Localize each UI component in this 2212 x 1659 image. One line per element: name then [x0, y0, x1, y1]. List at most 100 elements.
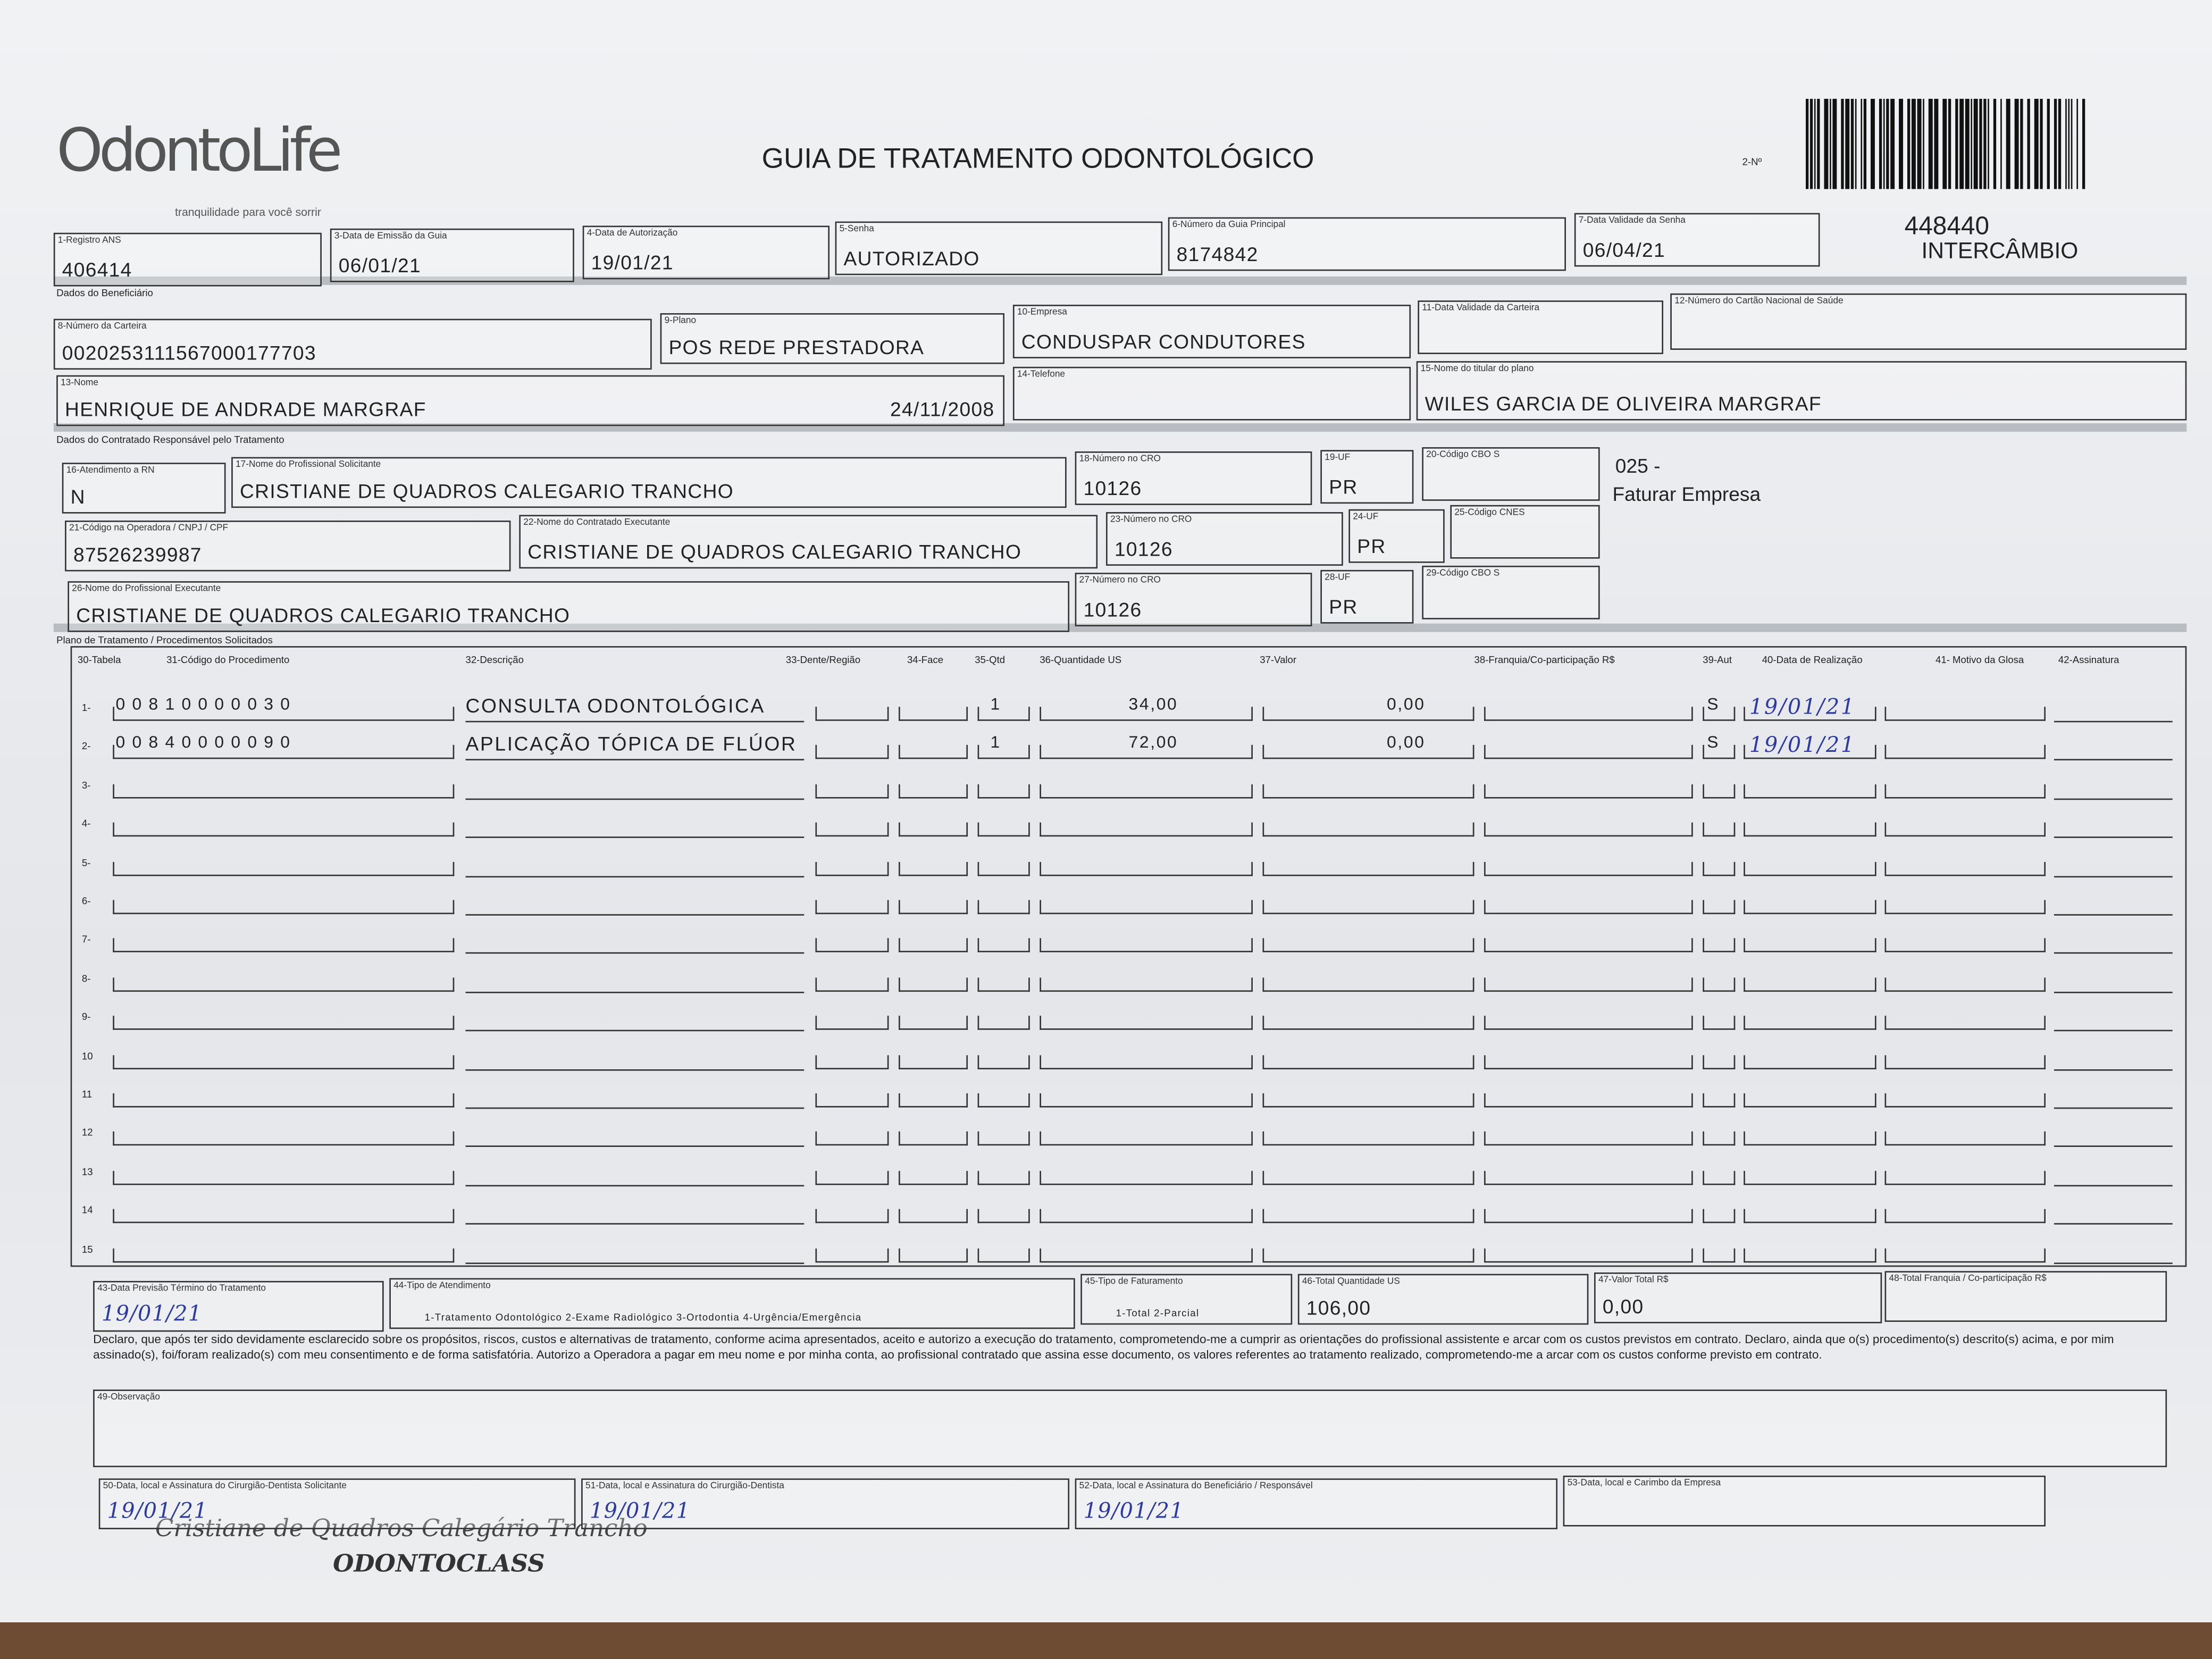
field: 46-Total Quantidade US 106,00: [1297, 1273, 1589, 1325]
cell-box: [1040, 977, 1253, 992]
cell-box: [1484, 1209, 1693, 1224]
barcode-bar: [1942, 98, 1947, 189]
cell-box: [899, 707, 968, 721]
field-value: 10126: [1083, 598, 1142, 621]
cell-box: [1884, 1016, 2046, 1030]
cell-line: [2054, 952, 2173, 954]
field-label: 46-Total Quantidade US: [1302, 1277, 1400, 1287]
field: 26-Nome do Profissional Executante CRISTI…: [68, 581, 1070, 632]
column-header: 41- Motivo da Glosa: [1936, 656, 2024, 666]
field: 43-Data Previsão Término do Tratamento 19…: [93, 1281, 384, 1332]
cell-box: [1040, 1247, 1253, 1262]
barcode-bar: [1814, 98, 1816, 189]
cell-box: [1884, 977, 2046, 992]
barcode-bar: [1907, 98, 1911, 189]
barcode-bar: [2014, 98, 2019, 189]
field: 4-Data de Autorização 19/01/21: [582, 225, 830, 280]
cell-box: [1262, 707, 1474, 721]
barcode-bar: [1979, 98, 1982, 189]
barcode-bar: [2068, 98, 2070, 189]
field-value: 19/01/21: [589, 1498, 691, 1524]
cell-line: [465, 798, 805, 800]
field-label: 26-Nome do Profissional Executante: [72, 584, 221, 594]
guide-type: INTERCÂMBIO: [1921, 240, 2079, 264]
field-value: CONDUSPAR CONDUTORES: [1021, 330, 1306, 353]
cell-value: 0,00: [1386, 694, 1426, 714]
row-number: 9-: [81, 1013, 91, 1023]
annotation: 025 -: [1615, 454, 1661, 477]
barcode-bar: [1871, 98, 1875, 189]
cell-box: [977, 1054, 1030, 1069]
field-value: CRISTIANE DE QUADROS CALEGARIO TRANCHO: [76, 604, 571, 626]
cell-box: [977, 861, 1030, 876]
barcode-bar: [1809, 98, 1813, 189]
field: 12-Número do Cartão Nacional de Saúde: [1670, 293, 2187, 350]
cell-box: [1703, 1132, 1736, 1146]
table: [70, 646, 2187, 1267]
cell-box: [815, 1132, 889, 1146]
cell-line: [2054, 1185, 2173, 1186]
cell-box: [1703, 1247, 1736, 1262]
cell-box: [1703, 977, 1736, 992]
cell-box: [1744, 745, 1876, 760]
cell-line: [2054, 1030, 2173, 1032]
field: 52-Data, local e Assinatura do Beneficiá…: [1075, 1478, 1558, 1529]
cell-box: [815, 861, 889, 876]
field-label: 53-Data, local e Carimbo da Empresa: [1567, 1478, 1721, 1489]
field-value: 1-Total 2-Parcial: [1116, 1309, 1200, 1319]
cell-box: [899, 784, 968, 799]
field-label: 27-Número no CRO: [1079, 575, 1161, 586]
column-header: 33-Dente/Região: [785, 656, 861, 666]
cell-box: [1484, 939, 1693, 953]
cell-box: [1484, 1093, 1693, 1108]
field-value: 10126: [1083, 476, 1142, 500]
cell-box: [1262, 823, 1474, 837]
cell-box: [815, 1054, 889, 1069]
cell-box: [1262, 784, 1474, 799]
cell-box: [1484, 823, 1693, 837]
barcode-bar: [1959, 98, 1964, 189]
barcode-bar: [1993, 98, 1997, 189]
cell-box: [1744, 707, 1876, 721]
cell-box: [113, 823, 455, 837]
field: 13-Nome HENRIQUE DE ANDRADE MARGRAF 24/11/…: [56, 375, 1005, 426]
field-label: 44-Tipo de Atendimento: [393, 1281, 491, 1291]
row-number: 14: [81, 1206, 93, 1217]
barcode-bar: [2054, 98, 2057, 189]
cell-line: [2054, 914, 2173, 916]
field: 28-UF PR: [1320, 569, 1414, 624]
cell-box: [899, 1132, 968, 1146]
cell-box: [899, 977, 968, 992]
field-label: 1-Registro ANS: [57, 236, 121, 246]
cell-box: [1262, 939, 1474, 953]
cell-line: [2054, 875, 2173, 877]
cell-box: [1040, 745, 1253, 760]
field-label: 29-Código CBO S: [1426, 568, 1500, 579]
barcode-bar: [2047, 98, 2050, 189]
barcode-bar: [1923, 98, 1924, 189]
field: 49-Observação: [93, 1389, 2167, 1468]
field-value: CRISTIANE DE QUADROS CALEGARIO TRANCHO: [527, 540, 1022, 563]
field-label: 3-Data de Emissão da Guia: [334, 231, 447, 241]
tagline: tranquilidade para você sorrir: [174, 206, 321, 219]
cell-authorized: S: [1707, 732, 1720, 753]
field: 16-Atendimento a RN N: [62, 463, 226, 514]
cell-quantity: 1: [990, 694, 1001, 714]
section-bar: [53, 623, 2187, 632]
cell-line: [2054, 720, 2173, 723]
cell-box: [899, 1247, 968, 1262]
cell-box: [1484, 1054, 1693, 1069]
cell-box: [1703, 745, 1736, 760]
cell-box: [1884, 900, 2046, 915]
column-header: 30-Tabela: [77, 656, 121, 666]
cell-quantity: 1: [990, 732, 1001, 753]
column-header: 35-Qtd: [975, 656, 1006, 666]
field-value: WILES GARCIA DE OLIVEIRA MARGRAF: [1425, 392, 1822, 415]
field-label: 19-UF: [1325, 453, 1351, 463]
field: 25-Código CNES: [1450, 505, 1600, 559]
field-value: 19/01/21: [591, 251, 674, 274]
field-label: 8-Número da Carteira: [57, 321, 147, 332]
cell-box: [1040, 861, 1253, 876]
field-value: 06/04/21: [1582, 238, 1665, 261]
row-number: 13: [81, 1168, 93, 1178]
